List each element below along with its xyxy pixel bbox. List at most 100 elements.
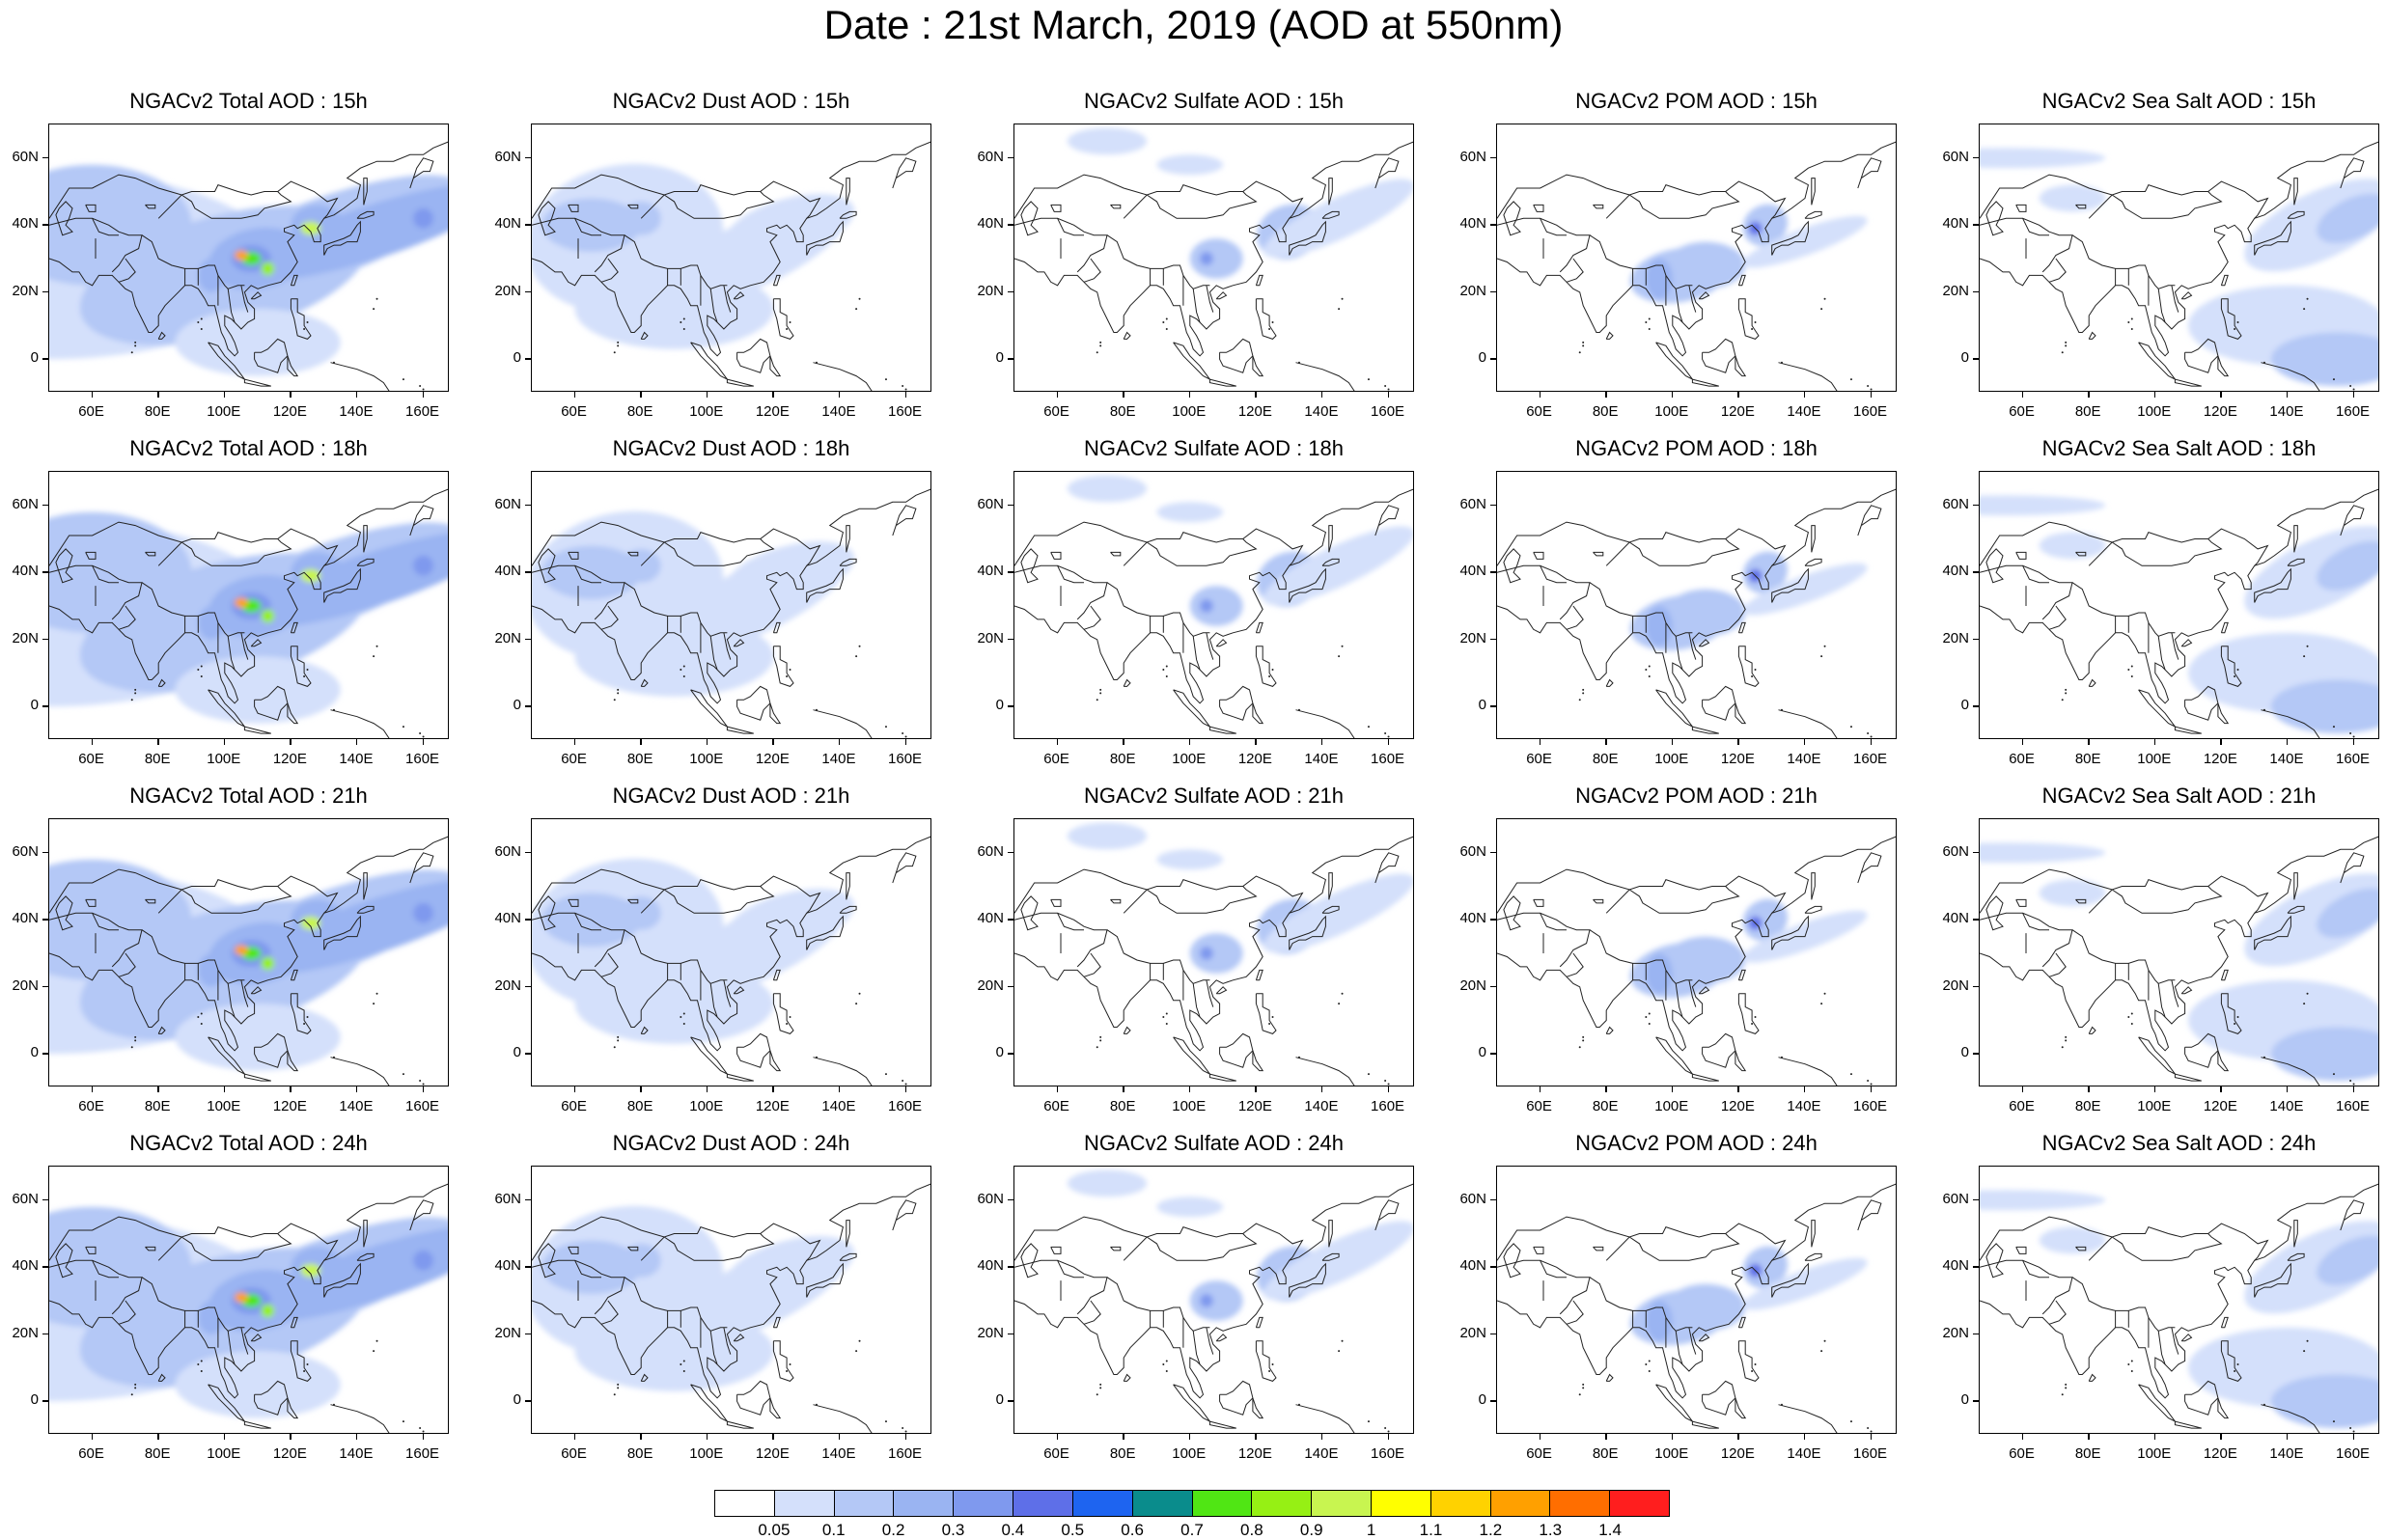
- lon-tick: [706, 739, 708, 745]
- island: [786, 1369, 789, 1372]
- island: [2306, 1339, 2309, 1342]
- lat-tick: [1008, 504, 1013, 507]
- coastline: [157, 678, 166, 687]
- coastline: [1328, 1220, 1333, 1248]
- lat-tick-label: 60N: [977, 148, 1004, 165]
- colorbar-label: 0.2: [881, 1521, 905, 1539]
- coastline: [1206, 632, 1214, 660]
- lat-tick-label: 40N: [12, 1257, 39, 1275]
- lon-tick-label: 120E: [1720, 1098, 1755, 1114]
- coastline: [290, 1340, 312, 1382]
- coastline: [1605, 1373, 1614, 1382]
- coastline: [627, 898, 639, 904]
- island: [197, 1016, 200, 1019]
- coastline: [627, 204, 639, 209]
- coastline: [1655, 689, 1693, 728]
- lat-tick: [1490, 156, 1496, 159]
- aod-plume: [1742, 898, 1789, 941]
- lon-tick: [223, 1086, 226, 1092]
- lat-tick-label: 20N: [1942, 629, 1969, 646]
- coastline: [1014, 912, 1108, 968]
- lon-tick-label: 80E: [2074, 1098, 2101, 1114]
- aod-plume: [2317, 1235, 2378, 1285]
- coastline: [2217, 355, 2230, 377]
- coastline: [1811, 872, 1816, 900]
- lon-tick: [838, 1086, 841, 1092]
- coastline: [290, 1316, 298, 1329]
- coastline: [2171, 285, 2179, 313]
- coastline: [55, 548, 73, 584]
- aod-plume: [1067, 475, 1148, 503]
- coastline: [1020, 548, 1039, 584]
- lon-tick: [573, 739, 576, 745]
- coastline: [1497, 564, 1591, 620]
- coastline: [2293, 178, 2298, 206]
- lat-tick: [42, 851, 48, 854]
- lon-tick-label: 140E: [1787, 751, 1821, 767]
- lat-tick-label: 20N: [12, 1324, 39, 1341]
- coastline: [1289, 567, 1326, 603]
- coastline: [157, 1236, 182, 1261]
- coastline: [2088, 1236, 2113, 1261]
- coastline: [290, 621, 298, 634]
- coastline: [1374, 157, 1400, 189]
- lon-tick-label: 100E: [1654, 1445, 1689, 1462]
- coastline: [92, 1260, 119, 1279]
- coastline: [2075, 551, 2087, 557]
- lat-tick: [1008, 358, 1013, 360]
- coastline: [892, 505, 917, 536]
- island: [1648, 327, 1651, 330]
- coastline: [1503, 548, 1521, 584]
- lat-tick-label: 20N: [1459, 629, 1486, 646]
- lat-tick-label: 0: [1478, 697, 1486, 714]
- lon-tick-label: 60E: [1043, 1098, 1069, 1114]
- coastline: [118, 258, 136, 283]
- lon-tick: [1255, 392, 1257, 398]
- coastline: [2075, 1246, 2087, 1251]
- lon-tick: [1320, 1086, 1323, 1092]
- coastline: [323, 915, 361, 950]
- lat-tick: [1008, 705, 1013, 707]
- coastline: [2157, 983, 2166, 1018]
- panel-title: NGACv2 Dust AOD : 15h: [612, 89, 850, 113]
- island: [1387, 388, 1390, 391]
- coastline: [1985, 895, 2004, 931]
- coastline: [240, 285, 249, 313]
- coastline: [813, 362, 873, 391]
- lon-tick-label: 80E: [144, 751, 171, 767]
- lat-tick-label: 40N: [494, 910, 521, 927]
- coastline: [1497, 836, 1896, 1052]
- island: [303, 1369, 306, 1372]
- aod-plume: [2317, 888, 2378, 938]
- coastline: [1020, 1243, 1039, 1279]
- colorbar-swatch: [1430, 1491, 1491, 1516]
- coastline: [1255, 621, 1263, 634]
- lon-tick-label: 100E: [689, 751, 724, 767]
- coastline: [2220, 1340, 2242, 1382]
- lon-tick-label: 160E: [1853, 751, 1888, 767]
- island: [1384, 732, 1387, 735]
- coastline: [1605, 1236, 1630, 1261]
- lat-tick: [1973, 358, 1979, 360]
- lon-tick: [1605, 739, 1607, 745]
- coastline: [709, 289, 718, 323]
- colorbar-label: 1.4: [1598, 1521, 1622, 1539]
- lon-tick: [157, 392, 159, 398]
- coastline: [1771, 567, 1809, 603]
- coastline: [772, 621, 781, 634]
- lat-tick: [1973, 919, 1979, 921]
- coastline: [769, 355, 782, 377]
- lon-tick: [1671, 1434, 1674, 1440]
- lat-tick: [1490, 638, 1496, 641]
- coastline: [1014, 141, 1413, 357]
- coastline: [250, 1334, 263, 1342]
- coastline: [2174, 1420, 2202, 1429]
- colorbar-label: 0.9: [1299, 1521, 1323, 1539]
- lat-tick: [1008, 638, 1013, 641]
- coastline: [733, 639, 745, 647]
- aod-plume: [235, 1292, 248, 1303]
- island: [2306, 297, 2309, 300]
- coastline: [1321, 558, 1340, 566]
- lon-tick: [2021, 1434, 2024, 1440]
- coastline: [1146, 1233, 1258, 1261]
